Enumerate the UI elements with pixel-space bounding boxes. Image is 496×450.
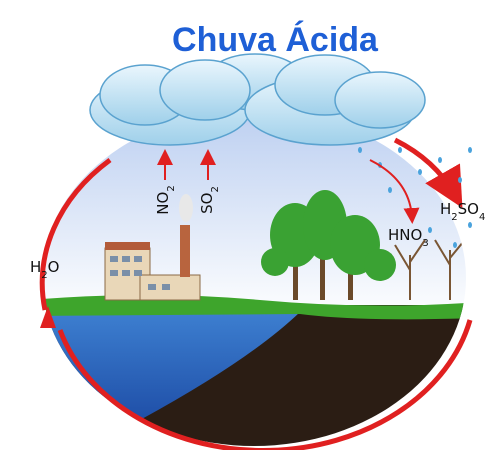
formula-text: HNO: [388, 226, 422, 244]
formula-text: NO: [154, 192, 172, 215]
formula-text: O: [48, 258, 60, 276]
acid-rain-diagram: Chuva Ácida NO2SO2H2OHNO3H2SO4: [0, 0, 496, 450]
formula-text: SO: [458, 200, 479, 218]
formula-text: SO: [198, 193, 216, 214]
title: Chuva Ácida: [172, 21, 379, 59]
formula-text: H: [440, 200, 451, 218]
subscript: 3: [422, 238, 428, 249]
subscript: 2: [210, 186, 221, 192]
subscript: 2: [166, 185, 177, 191]
subscript: 4: [479, 212, 485, 223]
formula-text: H: [30, 258, 41, 276]
